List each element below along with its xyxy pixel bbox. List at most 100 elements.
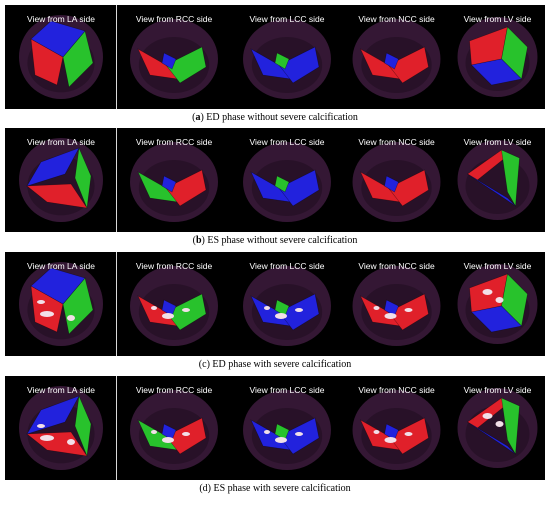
view-rendering-5	[457, 388, 538, 468]
view-rendering-5	[457, 17, 538, 97]
view-1: View from LA side	[5, 252, 117, 356]
calcification-spot	[482, 289, 493, 295]
view-title: View from LV side	[463, 385, 532, 395]
leaflet-middle	[384, 175, 399, 193]
caption-label: d	[202, 483, 208, 494]
figure-panel-d: View from LA side View from RCC side View …	[5, 376, 545, 498]
view-5: View from LV side	[450, 128, 545, 232]
view-rendering-3	[243, 266, 331, 346]
calcification-spot	[40, 435, 54, 441]
view-3: View from LCC side	[231, 252, 343, 356]
view-4: View from NCC side	[343, 128, 450, 232]
calcification-spot	[67, 439, 75, 445]
view-rendering-5	[457, 140, 538, 220]
caption-text: ES phase with severe calcification	[211, 483, 351, 494]
view-title: View from LV side	[463, 261, 532, 271]
view-title: View from LA side	[27, 261, 95, 271]
view-4: View from NCC side	[343, 376, 450, 480]
view-title: View from LV side	[463, 137, 532, 147]
view-rendering-1	[19, 262, 103, 346]
leaflet-middle	[384, 52, 399, 70]
calcification-spot	[162, 437, 174, 443]
calcification-spot	[40, 311, 54, 317]
view-rendering-4	[352, 266, 441, 346]
view-2: View from RCC side	[117, 5, 231, 109]
panel-caption: (d) ES phase with severe calcification	[199, 483, 351, 494]
calcification-spot	[373, 430, 380, 434]
view-title: View from NCC side	[358, 261, 435, 271]
view-title: View from LCC side	[249, 137, 325, 147]
view-rendering-3	[243, 19, 331, 99]
view-title: View from RCC side	[135, 137, 213, 147]
leaflet-right	[388, 46, 429, 84]
leaflet-blue	[467, 173, 516, 207]
view-rendering-4	[352, 19, 441, 99]
figure-panel-a: View from LA side View from RCC side View …	[5, 5, 545, 127]
calcification-spot	[264, 306, 270, 310]
view-1: View from LA side	[5, 376, 117, 480]
leaflet-blue	[30, 267, 86, 305]
view-5: View from LV side	[450, 5, 545, 109]
view-title: View from NCC side	[358, 14, 435, 24]
calcification-spot	[182, 432, 190, 436]
calcification-spot	[384, 437, 397, 443]
calcification-spot	[495, 421, 504, 427]
view-title: View from NCC side	[358, 137, 435, 147]
view-1: View from LA side	[5, 128, 117, 232]
caption-text: ES phase without severe calcification	[204, 235, 358, 246]
calcification-spot	[404, 308, 413, 312]
view-rendering-3	[243, 142, 331, 222]
caption-text: ED phase with severe calcification	[209, 359, 352, 370]
caption-label: b	[195, 235, 202, 246]
view-2: View from RCC side	[117, 376, 231, 480]
view-3: View from LCC side	[231, 376, 343, 480]
view-rendering-2	[130, 142, 218, 222]
view-rendering-2	[130, 266, 218, 346]
leaflet-right	[165, 46, 207, 84]
leaflet-right	[278, 46, 320, 84]
view-title: View from LCC side	[249, 261, 325, 271]
panel-caption: (b) ES phase without severe calcificatio…	[192, 235, 358, 246]
calcification-spot	[373, 306, 380, 310]
calcification-spot	[482, 413, 493, 419]
caption-text: ED phase without severe calcification	[203, 112, 358, 123]
view-5: View from LV side	[450, 252, 545, 356]
leaflet-blue	[467, 421, 516, 455]
view-2: View from RCC side	[117, 128, 231, 232]
rendering-strip: View from LA side View from RCC side View …	[5, 376, 545, 480]
calcification-spot	[182, 308, 190, 312]
view-title: View from LV side	[463, 14, 532, 24]
view-1: View from LA side	[5, 5, 117, 109]
view-rendering-5	[457, 264, 538, 344]
leaflet-middle	[274, 175, 290, 193]
valve-renderings	[19, 15, 538, 99]
view-4: View from NCC side	[343, 252, 450, 356]
valve-renderings	[19, 386, 538, 470]
caption-label: a	[195, 112, 201, 123]
calcification-spot	[384, 313, 397, 319]
view-rendering-2	[130, 19, 218, 99]
view-4: View from NCC side	[343, 5, 450, 109]
calcification-spot	[275, 313, 287, 319]
view-rendering-1	[19, 138, 103, 222]
leaflet-middle	[161, 52, 177, 70]
calcification-spot	[37, 424, 45, 428]
view-title: View from NCC side	[358, 385, 435, 395]
calcification-spot	[495, 297, 504, 303]
view-title: View from LA side	[27, 14, 95, 24]
leaflet-blue	[470, 58, 523, 86]
calcification-spot	[295, 308, 303, 312]
view-rendering-1	[19, 15, 103, 99]
figure-panel-c: View from LA side View from RCC side View …	[5, 252, 545, 374]
calcification-spot	[264, 430, 270, 434]
view-title: View from LCC side	[249, 385, 325, 395]
view-rendering-4	[352, 390, 441, 470]
view-title: View from RCC side	[135, 261, 213, 271]
leaflet-middle	[161, 175, 177, 193]
view-title: View from RCC side	[135, 14, 213, 24]
leaflet-blue	[26, 147, 80, 187]
leaflet-blue	[30, 20, 86, 58]
view-5: View from LV side	[450, 376, 545, 480]
figure-panel-b: View from LA side View from RCC side View …	[5, 128, 545, 250]
rendering-strip: View from LA side View from RCC side View …	[5, 5, 545, 109]
